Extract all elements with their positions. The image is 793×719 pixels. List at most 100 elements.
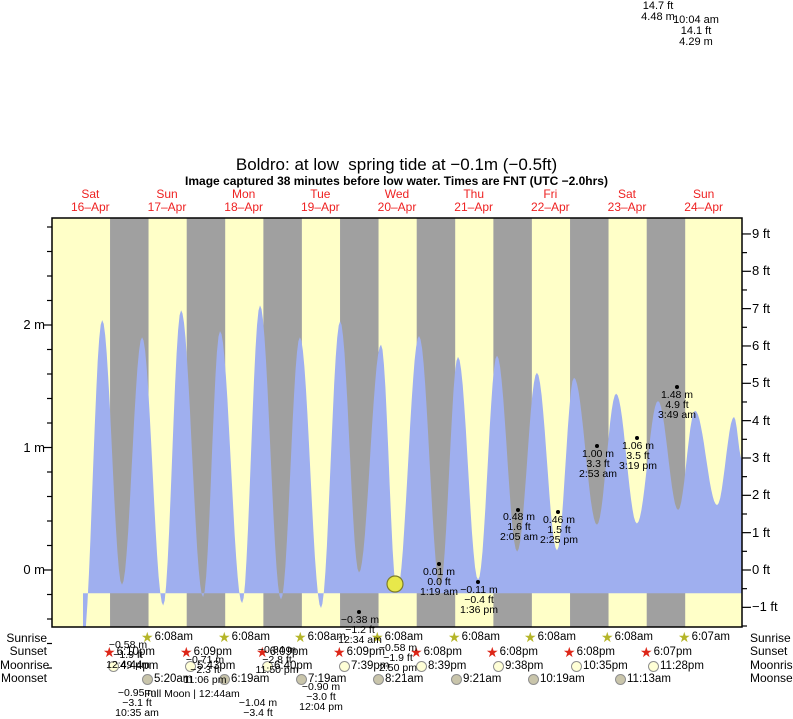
moonset-circle-icon (615, 673, 626, 685)
page-subtitle: Image captured 38 minutes before low wat… (185, 174, 608, 188)
day-label: Mon 18–Apr (206, 188, 282, 214)
low-tide-annotation-line: 3.3 ft (586, 457, 610, 470)
left-axis-label: 1 m (23, 439, 45, 455)
low-tide-annotation-line: 1.00 m (581, 448, 615, 460)
low-tide-annotation-line: 12:04 pm (299, 700, 343, 713)
low-tide-annotation-line: 3:19 pm (619, 459, 657, 472)
low-tide-annotation-line: −0.90 m (301, 681, 341, 693)
low-tide-annotation-line: −2.3 ft (190, 663, 220, 676)
sunrise-entry: ★ 6:08am (448, 630, 500, 644)
low-tide-annotation: −1.04 m −3.4 ft (226, 698, 290, 719)
low-tide-annotation-line: 0.48 m (502, 511, 536, 523)
low-tide-annotation-line: 3:49 am (658, 408, 696, 421)
day-name: Thu (463, 187, 484, 201)
sunset-time: 6:07pm (653, 646, 692, 658)
sunset-time: 6:09pm (193, 646, 232, 658)
sunrise-star-icon: ★ (601, 629, 614, 645)
sunset-star-icon: ★ (563, 644, 576, 660)
low-tide-annotation: −0.58 m −1.9 ft 12:49 pm (96, 640, 160, 670)
moonrise-entry: 6:40pm (262, 659, 312, 673)
low-tide-annotation-line: −0.11 m (460, 584, 498, 596)
low-tide-annotation-line: 1:19 am (420, 585, 458, 598)
low-tide-annotation-line: 0.46 m (542, 514, 576, 526)
low-tide-annotation-line: −0.95 m (117, 687, 157, 699)
low-tide-annotation-line: 11:06 pm (183, 673, 227, 686)
moonset-circle-icon (373, 673, 384, 685)
day-label: Sat 23–Apr (589, 188, 665, 214)
legend-sunset-right: Sunset (750, 644, 788, 658)
moonrise-circle-icon (185, 660, 196, 672)
moonset-time: 7:19am (308, 673, 347, 685)
low-tide-dot (675, 385, 679, 389)
left-axis-label: 0 m (23, 562, 45, 577)
high-tide-readout-line: 14.1 ft (680, 25, 712, 37)
sunrise-time: 6:08am (231, 631, 270, 643)
sunrise-entry: ★ 6:08am (294, 630, 346, 644)
low-tide-annotation-line: −2.8 ft (262, 653, 292, 666)
day-date: 16–Apr (70, 200, 110, 214)
low-tide-annotation-line: 3.5 ft (626, 449, 650, 462)
low-tide-annotation-line: 2:53 am (579, 467, 617, 480)
sunrise-entry: ★ 6:08am (141, 630, 193, 644)
low-tide-annotation-line: 1.48 m (660, 389, 694, 401)
low-tide-annotation-line: 0.01 m (422, 566, 456, 578)
low-tide-annotation-line: 11:50 pm (255, 663, 299, 676)
sunrise-star-icon: ★ (448, 629, 461, 645)
day-date: 17–Apr (147, 200, 187, 214)
sunset-entry: ★ 6:09pm (256, 645, 308, 659)
sunset-time: 6:09pm (346, 646, 385, 658)
moonset-circle-icon (219, 673, 230, 685)
low-tide-annotation-line: 1:36 pm (460, 603, 498, 616)
day-label: Fri 22–Apr (512, 188, 588, 214)
high-tide-readout-line: 14.7 ft (642, 0, 674, 12)
low-tide-annotation: 0.46 m 1.5 ft 2:25 pm (527, 514, 591, 546)
day-name: Mon (231, 187, 256, 201)
sunrise-time: 6:08am (461, 631, 500, 643)
moonrise-time: 9:38pm (505, 660, 544, 672)
moonset-circle-icon (296, 673, 307, 685)
moonset-time: 10:19am (540, 673, 585, 685)
moonset-circle-icon (528, 673, 539, 685)
low-tide-annotation: 0.01 m 0.0 ft 1:19 am (407, 566, 471, 598)
sunrise-entry: ★ 6:08am (371, 630, 423, 644)
right-axis-label: 8 ft (752, 263, 771, 279)
low-tide-annotation: −0.38 m −1.2 ft 12:34 am (328, 615, 392, 645)
low-tide-annotation-line: −1.9 ft (113, 648, 143, 661)
low-tide-annotation-line: 2:25 pm (540, 533, 578, 546)
moonrise-circle-icon (416, 660, 427, 672)
sunrise-star-icon: ★ (141, 629, 154, 645)
low-tide-dot (595, 444, 599, 448)
low-tide-annotation: 1.06 m 3.5 ft 3:19 pm (606, 441, 670, 472)
day-label: Wed 20–Apr (359, 188, 435, 214)
low-tide-dot (437, 562, 441, 566)
moonrise-time: 6:40pm (274, 660, 313, 672)
right-axis-label: 6 ft (752, 337, 771, 353)
legend-sunrise-right: Sunrise (750, 631, 791, 645)
now-marker-icon (386, 575, 404, 593)
low-tide-dot (357, 610, 361, 614)
moonset-time: 11:13am (627, 673, 671, 685)
low-tide-annotation: 1.00 m 3.3 ft 2:53 am (566, 448, 630, 480)
day-date: 23–Apr (607, 200, 647, 214)
sunset-entry: ★ 6:10pm (103, 645, 155, 659)
low-tide-dot (476, 580, 480, 584)
low-tide-annotation: 0.48 m 1.6 ft 2:05 am (487, 511, 551, 542)
right-axis-label: 4 ft (752, 412, 771, 428)
moonrise-entry: 4:44pm (108, 659, 158, 673)
sunset-time: 6:10pm (116, 646, 155, 658)
sunrise-entry: ★ 6:08am (524, 630, 576, 644)
page-title: Boldro: at low spring tide at −0.1m (−0.… (235, 155, 558, 174)
legend-sunset-left: Sunset (9, 644, 47, 658)
moonset-time: 5:20am (154, 673, 193, 685)
high-tide-readout: 14.7 ft 4.48 m (598, 1, 718, 23)
moonset-time: 9:21am (463, 673, 502, 685)
right-axis-label: 3 ft (752, 449, 771, 465)
high-tide-readout-line: 4.29 m (679, 36, 713, 48)
day-date: 24–Apr (684, 200, 723, 214)
sunrise-entry: ★ 6:07am (678, 630, 730, 644)
moonrise-circle-icon (571, 660, 582, 672)
moonset-entry: 7:19am (296, 672, 346, 686)
low-tide-annotation-line: −0.84 m (257, 644, 297, 656)
sunrise-star-icon: ★ (678, 629, 691, 645)
